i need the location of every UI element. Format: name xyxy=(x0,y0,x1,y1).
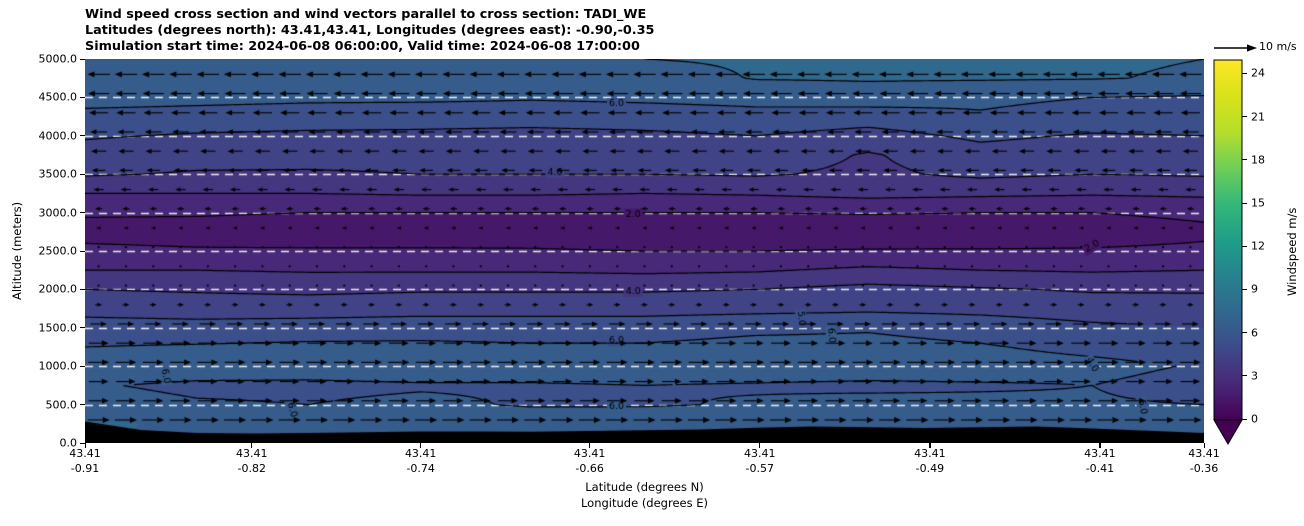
title-line-3: Simulation start time: 2024-06-08 06:00:… xyxy=(85,38,640,54)
x-tick-latitude: 43.41 xyxy=(404,447,437,460)
y-tick-label: 4500.0 xyxy=(38,90,78,104)
x-tick-latitude: 43.41 xyxy=(573,447,606,460)
y-tick-mark xyxy=(80,135,85,137)
colorbar-tick-label: 12 xyxy=(1251,239,1265,253)
x-tick-mark xyxy=(420,443,422,448)
colorbar-tick-label: 0 xyxy=(1251,412,1258,426)
y-tick-mark xyxy=(80,365,85,367)
x-tick-mark xyxy=(1099,443,1101,448)
colorbar-tick-mark xyxy=(1242,418,1247,420)
y-tick-mark xyxy=(80,327,85,329)
title-line-1: Wind speed cross section and wind vector… xyxy=(85,7,647,22)
y-tick-label: 0.0 xyxy=(59,436,78,450)
title-line-2: Latitudes (degrees north): 43.41,43.41, … xyxy=(85,22,655,38)
colorbar-tick-label: 15 xyxy=(1251,196,1265,210)
x-tick-label: 43.41 -0.66 xyxy=(574,447,606,476)
colorbar-tick-label: 18 xyxy=(1251,153,1265,167)
x-tick-longitude: -0.91 xyxy=(70,461,100,475)
y-tick-mark xyxy=(80,404,85,406)
y-tick-mark xyxy=(80,58,85,60)
quiver-key-label: 10 m/s xyxy=(1259,40,1297,53)
colorbar-tick-label: 9 xyxy=(1251,282,1258,296)
y-tick-mark xyxy=(80,96,85,99)
x-tick-label: 43.41 -0.91 xyxy=(69,447,101,476)
quiver-key xyxy=(1211,40,1261,59)
x-tick-longitude: -0.57 xyxy=(745,461,774,475)
x-tick-latitude: 43.41 xyxy=(69,447,101,460)
colorbar-tick-mark xyxy=(1242,375,1247,377)
x-axis-label-latitude: Latitude (degrees N) xyxy=(585,480,704,494)
colorbar-tick-label: 24 xyxy=(1251,66,1265,80)
colorbar-tick-label: 6 xyxy=(1251,326,1258,340)
x-tick-longitude: -0.36 xyxy=(1189,461,1219,475)
quiver-key-arrow-icon xyxy=(1214,44,1257,52)
colorbar-tick-mark xyxy=(1242,72,1247,75)
x-tick-latitude: 43.41 xyxy=(914,447,946,460)
cross-section-plot xyxy=(85,59,1204,443)
y-tick-label: 2500.0 xyxy=(38,244,78,258)
colorbar-tick-mark xyxy=(1242,288,1247,291)
x-tick-label: 43.41 -0.49 xyxy=(914,447,946,476)
x-tick-mark xyxy=(929,443,931,448)
colorbar-label: Windspeed m/s xyxy=(1285,207,1299,296)
colorbar xyxy=(1213,59,1243,445)
x-tick-longitude: -0.49 xyxy=(915,461,945,475)
x-tick-mark xyxy=(759,443,761,448)
x-tick-mark xyxy=(1203,443,1205,448)
colorbar-tick-mark xyxy=(1242,245,1247,247)
y-tick-mark xyxy=(80,173,85,175)
colorbar-tick-mark xyxy=(1242,116,1247,118)
x-tick-label: 43.41 -0.36 xyxy=(1188,447,1220,476)
x-tick-label: 43.41 -0.74 xyxy=(405,447,437,476)
y-tick-label: 3000.0 xyxy=(38,206,78,220)
y-tick-label: 500.0 xyxy=(45,398,78,412)
y-tick-label: 3500.0 xyxy=(38,167,78,181)
colorbar-tick-mark xyxy=(1242,159,1247,161)
x-tick-label: 43.41 -0.82 xyxy=(236,447,268,476)
x-tick-longitude: -0.74 xyxy=(406,461,435,475)
colorbar-tick-label: 21 xyxy=(1251,110,1265,124)
colorbar-extend-triangle xyxy=(1213,419,1243,445)
x-tick-label: 43.41 -0.41 xyxy=(1084,447,1116,476)
x-tick-label: 43.41 -0.57 xyxy=(744,447,776,476)
x-tick-longitude: -0.66 xyxy=(575,461,604,475)
y-tick-mark xyxy=(80,250,85,252)
x-tick-longitude: -0.41 xyxy=(1085,461,1115,475)
y-tick-label: 4000.0 xyxy=(38,129,78,143)
x-tick-latitude: 43.41 xyxy=(235,447,268,460)
y-tick-mark xyxy=(80,212,85,214)
y-tick-label: 1000.0 xyxy=(38,359,78,373)
y-tick-label: 2000.0 xyxy=(38,282,78,296)
x-tick-mark xyxy=(589,443,591,448)
x-tick-longitude: -0.82 xyxy=(237,461,266,475)
x-tick-latitude: 43.41 xyxy=(1084,447,1116,460)
y-tick-mark xyxy=(80,288,85,291)
x-tick-latitude: 43.41 xyxy=(744,447,776,460)
colorbar-tick-mark xyxy=(1242,332,1247,334)
colorbar-tick-mark xyxy=(1242,202,1247,204)
y-tick-mark xyxy=(80,442,85,444)
x-axis-label-longitude: Longitude (degrees E) xyxy=(580,496,709,510)
chart-title: Wind speed cross section and wind vector… xyxy=(85,7,654,54)
colorbar-tick-label: 3 xyxy=(1251,369,1258,383)
y-tick-label: 1500.0 xyxy=(38,321,78,335)
colorbar-gradient xyxy=(1213,59,1243,421)
x-tick-mark xyxy=(251,443,253,448)
x-tick-latitude: 43.41 xyxy=(1188,447,1220,460)
y-tick-label: 5000.0 xyxy=(38,52,78,66)
x-tick-mark xyxy=(84,443,86,448)
